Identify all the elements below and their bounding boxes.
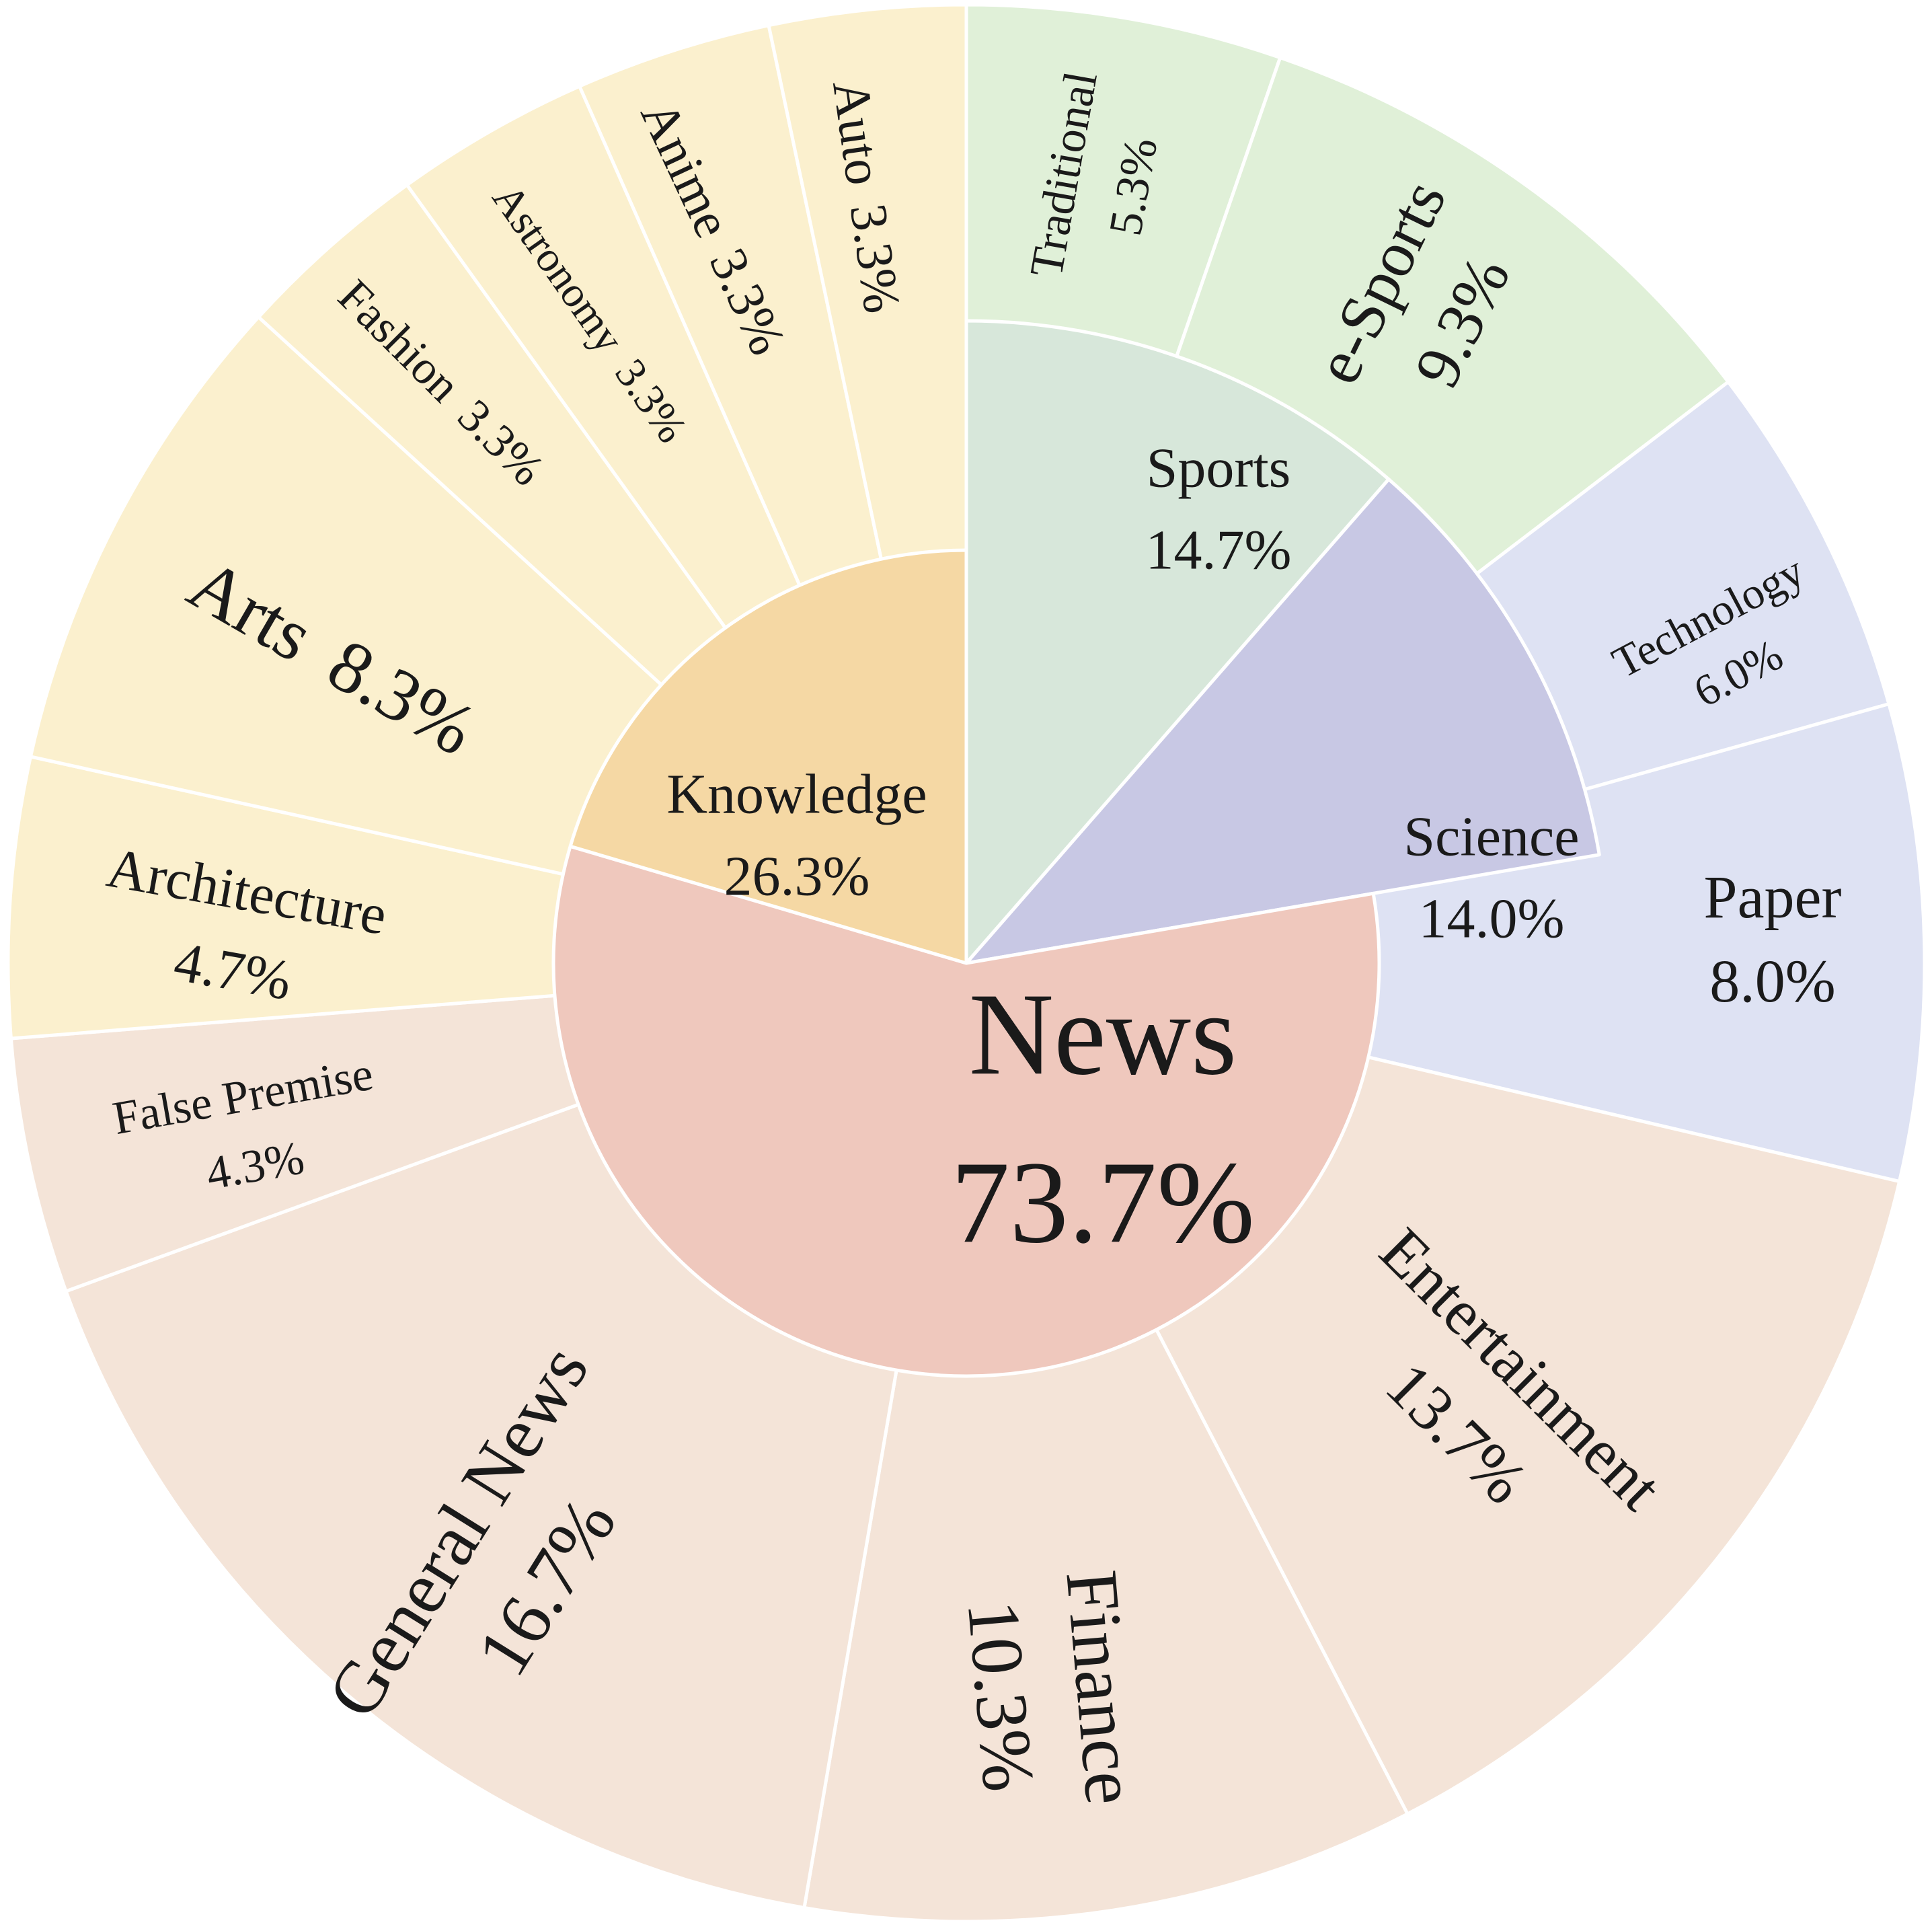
- svg-text:Finance10.3%: Finance10.3%: [950, 1567, 1153, 1817]
- label-news-name: News: [969, 969, 1237, 1099]
- label-knowledge-value: 26.3%: [724, 845, 870, 907]
- label-knowledge: Knowledge 26.3%: [666, 763, 927, 907]
- inner-ring: [551, 319, 1601, 1378]
- label-finance: Finance10.3%: [950, 1567, 1153, 1817]
- slice-science: [964, 478, 1601, 965]
- label-paper: Paper 8.0%: [1704, 864, 1842, 1015]
- label-finance-name: Finance: [1050, 1567, 1153, 1808]
- label-finance-value: 10.3%: [952, 1597, 1050, 1795]
- label-science: Science 14.0%: [1403, 805, 1579, 950]
- label-sports-name: Sports: [1147, 437, 1291, 499]
- slice-news: [551, 844, 1381, 1378]
- label-knowledge-name: Knowledge: [666, 763, 927, 825]
- label-sports: Sports 14.7%: [1146, 437, 1292, 581]
- slice-knowledge: [568, 548, 968, 965]
- label-science-value: 14.0%: [1419, 887, 1565, 950]
- label-paper-value: 8.0%: [1709, 948, 1835, 1015]
- label-sports-value: 14.7%: [1146, 519, 1292, 581]
- label-auto-name: Auto: [822, 77, 894, 189]
- slice-paper: [964, 702, 1927, 1184]
- label-paper-name: Paper: [1704, 864, 1842, 931]
- label-science-name: Science: [1403, 805, 1579, 868]
- slice-sports: [964, 319, 1391, 965]
- label-news: News 73.7%: [951, 969, 1255, 1267]
- label-news-value: 73.7%: [951, 1137, 1255, 1267]
